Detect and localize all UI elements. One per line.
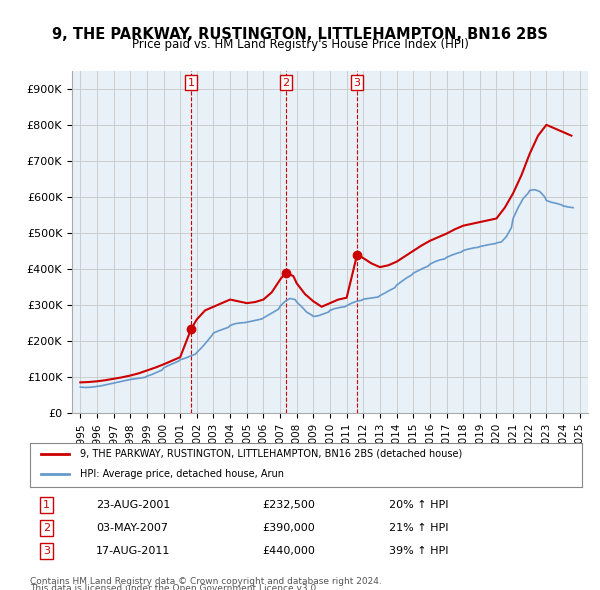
Text: 9, THE PARKWAY, RUSTINGTON, LITTLEHAMPTON, BN16 2BS: 9, THE PARKWAY, RUSTINGTON, LITTLEHAMPTO… xyxy=(52,27,548,41)
Text: Contains HM Land Registry data © Crown copyright and database right 2024.: Contains HM Land Registry data © Crown c… xyxy=(30,577,382,586)
Text: 23-AUG-2001: 23-AUG-2001 xyxy=(96,500,170,510)
Text: 1: 1 xyxy=(43,500,50,510)
Text: 03-MAY-2007: 03-MAY-2007 xyxy=(96,523,168,533)
Text: 9, THE PARKWAY, RUSTINGTON, LITTLEHAMPTON, BN16 2BS (detached house): 9, THE PARKWAY, RUSTINGTON, LITTLEHAMPTO… xyxy=(80,448,462,458)
Text: 39% ↑ HPI: 39% ↑ HPI xyxy=(389,546,448,556)
Text: Price paid vs. HM Land Registry's House Price Index (HPI): Price paid vs. HM Land Registry's House … xyxy=(131,38,469,51)
Text: 21% ↑ HPI: 21% ↑ HPI xyxy=(389,523,448,533)
Text: 3: 3 xyxy=(43,546,50,556)
Text: 2: 2 xyxy=(43,523,50,533)
Text: 3: 3 xyxy=(353,78,361,88)
Text: This data is licensed under the Open Government Licence v3.0.: This data is licensed under the Open Gov… xyxy=(30,584,319,590)
Text: 1: 1 xyxy=(188,78,194,88)
Text: 2: 2 xyxy=(282,78,289,88)
Text: 20% ↑ HPI: 20% ↑ HPI xyxy=(389,500,448,510)
Text: 17-AUG-2011: 17-AUG-2011 xyxy=(96,546,170,556)
Text: £390,000: £390,000 xyxy=(262,523,314,533)
Text: £440,000: £440,000 xyxy=(262,546,315,556)
Text: HPI: Average price, detached house, Arun: HPI: Average price, detached house, Arun xyxy=(80,470,284,479)
Text: £232,500: £232,500 xyxy=(262,500,315,510)
